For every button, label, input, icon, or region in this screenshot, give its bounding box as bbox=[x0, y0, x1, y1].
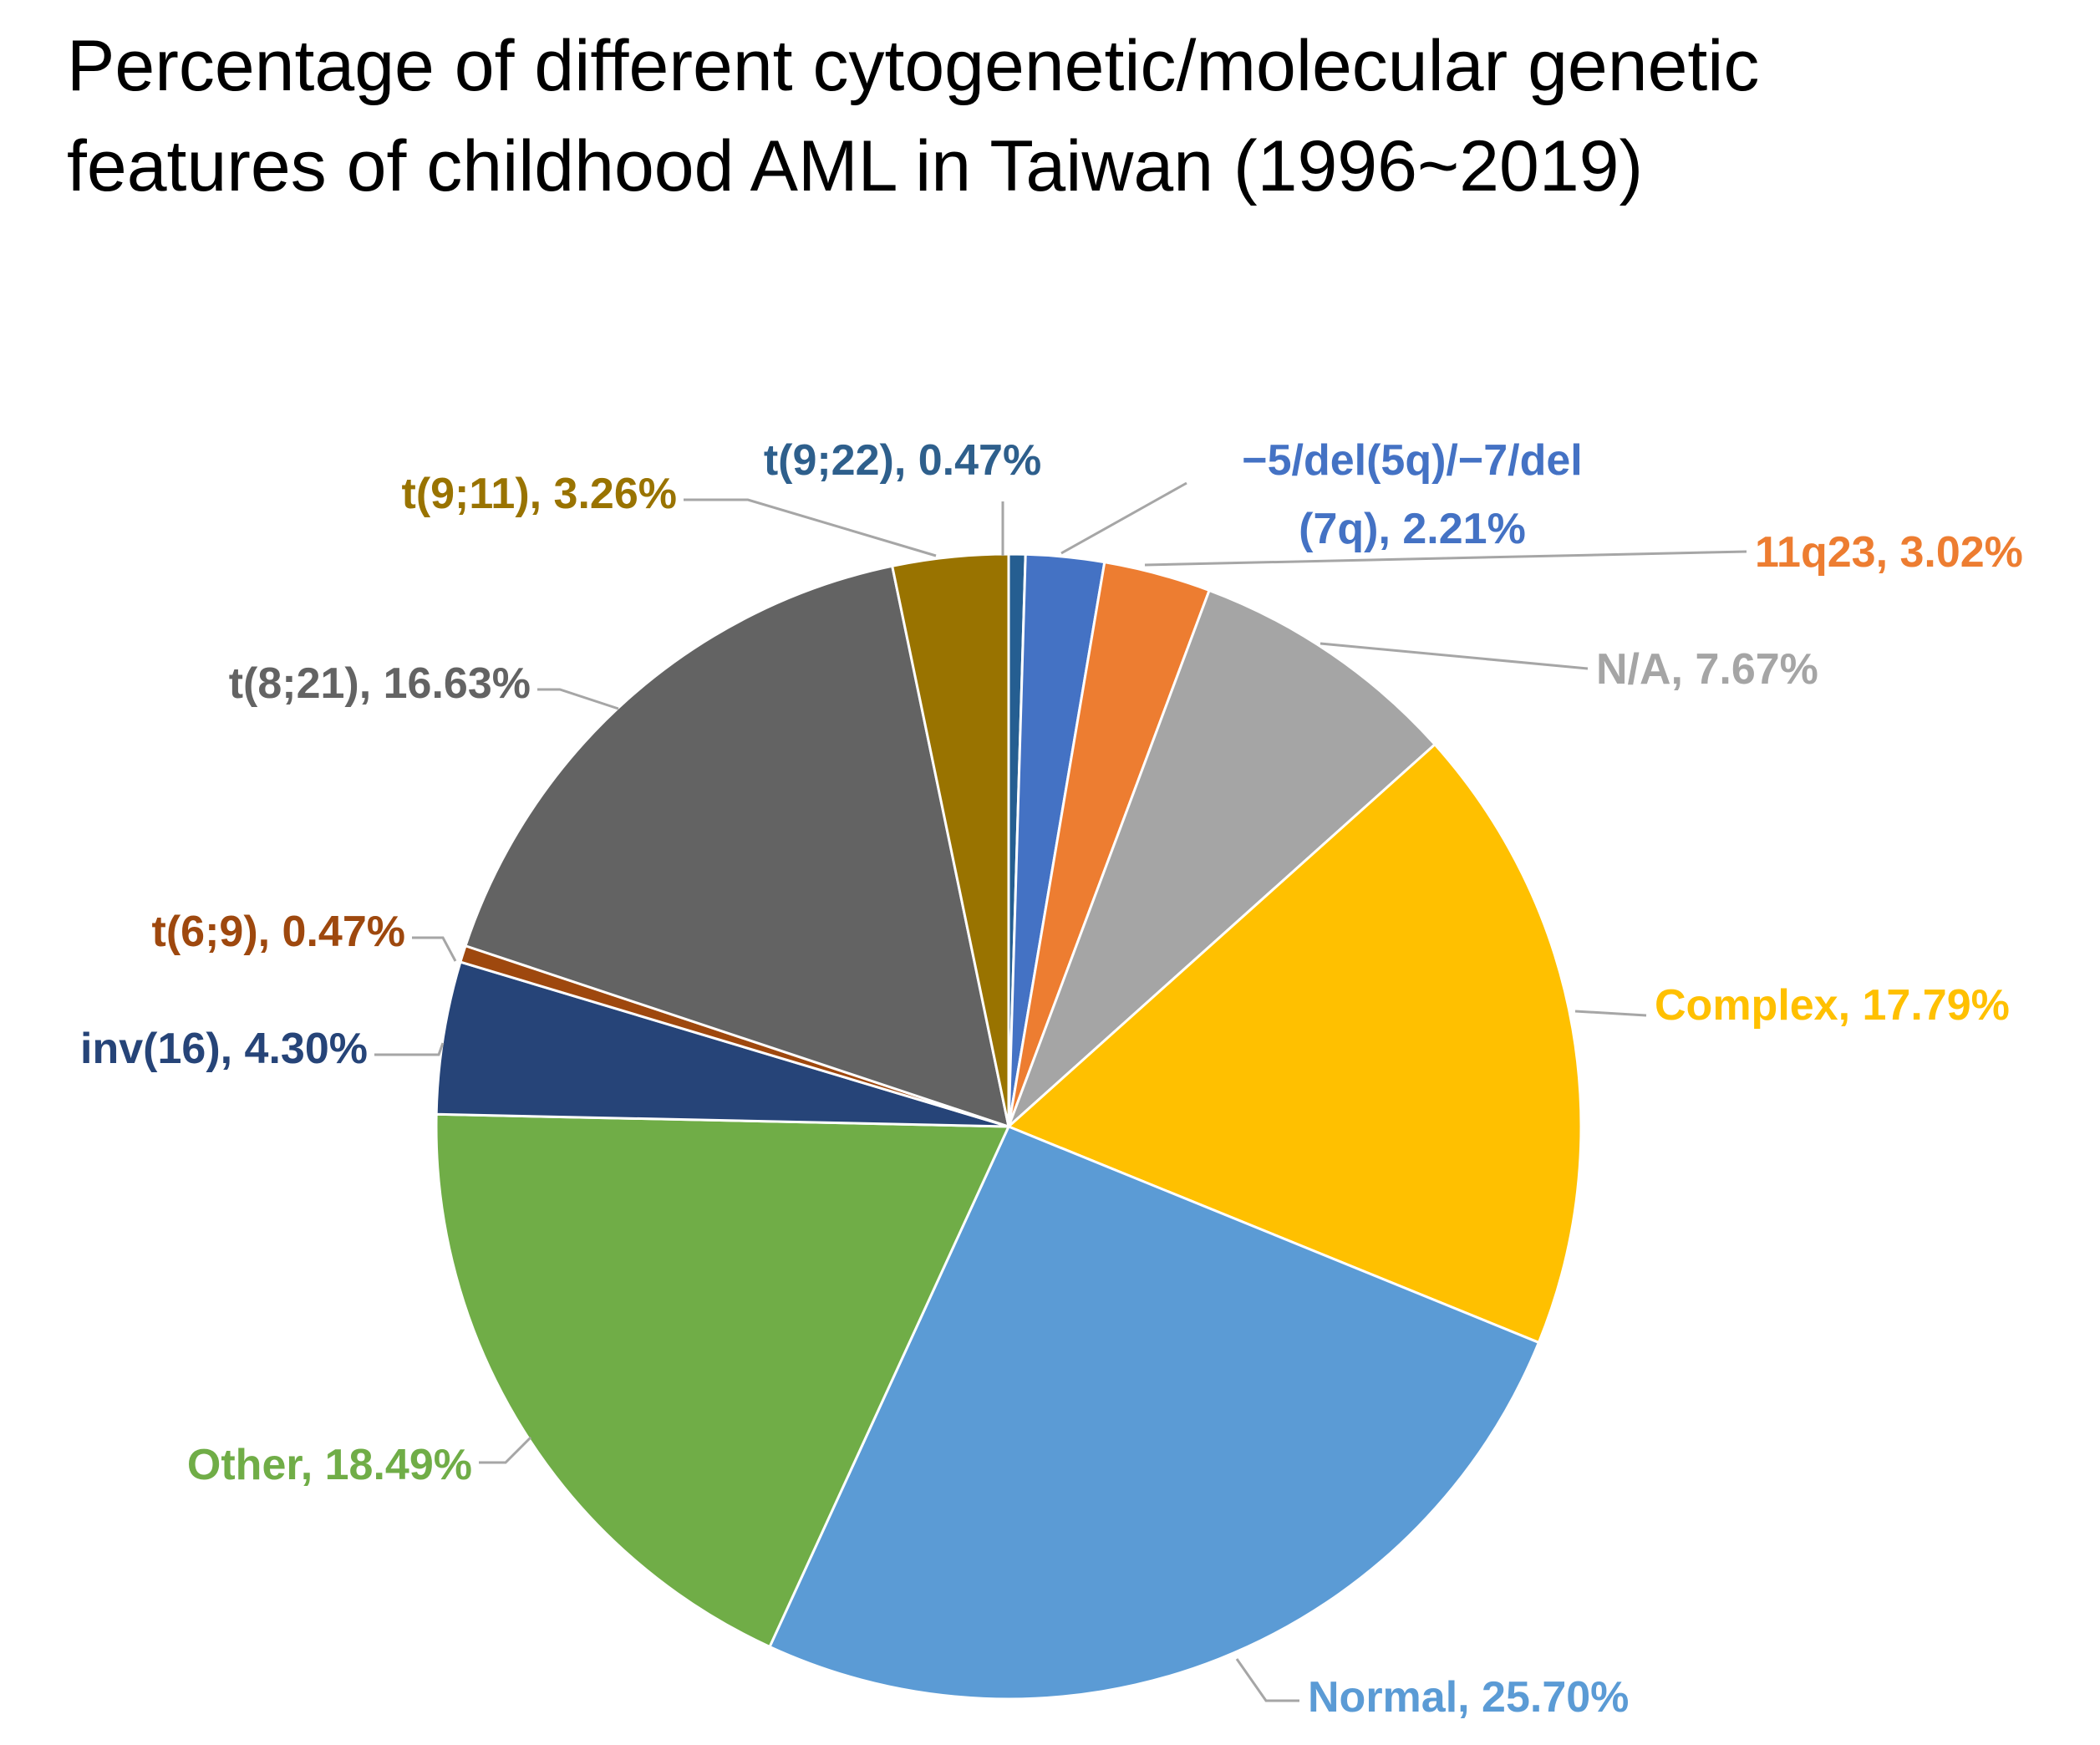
data-label: Normal, 25.70% bbox=[1308, 1673, 1629, 1722]
data-label: t(9;11), 3.26% bbox=[402, 470, 678, 518]
pie-slice-n-a bbox=[1007, 588, 1436, 1128]
leader-line bbox=[374, 1042, 445, 1056]
data-label: Complex, 17.79% bbox=[1655, 981, 2010, 1030]
data-label: 11q23, 3.02% bbox=[1755, 528, 2023, 577]
pie-slice-t-9-11 bbox=[891, 552, 1010, 1128]
data-label: N/A, 7.67% bbox=[1596, 645, 1818, 694]
pie-slice-inv-16 bbox=[435, 960, 1010, 1128]
pie-slice-t-8-21 bbox=[464, 564, 1010, 1128]
leader-line bbox=[1235, 1658, 1299, 1702]
leader-lines bbox=[374, 481, 1747, 1702]
leader-line bbox=[1574, 1010, 1647, 1017]
leader-line bbox=[1144, 550, 1747, 567]
leader-line bbox=[1319, 642, 1589, 670]
pie-slice-normal bbox=[768, 1125, 1540, 1701]
slice-labels: t(9;22), 0.47% −5/del(5q)/−7/del (7q), 2.2… bbox=[80, 436, 2023, 1722]
chart-title-line-1: Percentage of different cytogenetic/mole… bbox=[67, 26, 1759, 106]
data-label: t(6;9), 0.47% bbox=[152, 908, 405, 956]
data-label: t(8;21), 16.63% bbox=[229, 659, 531, 708]
leader-line bbox=[479, 1436, 532, 1464]
leader-line bbox=[537, 688, 619, 710]
data-label: Other, 18.49% bbox=[187, 1441, 472, 1489]
data-label: −5/del(5q)/−7/del (7q), 2.21% bbox=[1242, 436, 1583, 553]
chart-title: Percentage of different cytogenetic/mole… bbox=[67, 26, 1759, 206]
data-label: t(9;22), 0.47% bbox=[764, 436, 1041, 485]
leader-line bbox=[1060, 481, 1187, 555]
chart-title-line-2: features of childhood AML in Taiwan (199… bbox=[67, 126, 1643, 206]
leader-line bbox=[684, 498, 937, 557]
pie-slice-complex bbox=[1007, 743, 1583, 1344]
pie-slices bbox=[435, 552, 1583, 1701]
leader-line bbox=[412, 936, 457, 962]
data-label: inv(16), 4.30% bbox=[80, 1025, 368, 1073]
pie-slice-other bbox=[435, 1112, 1010, 1648]
